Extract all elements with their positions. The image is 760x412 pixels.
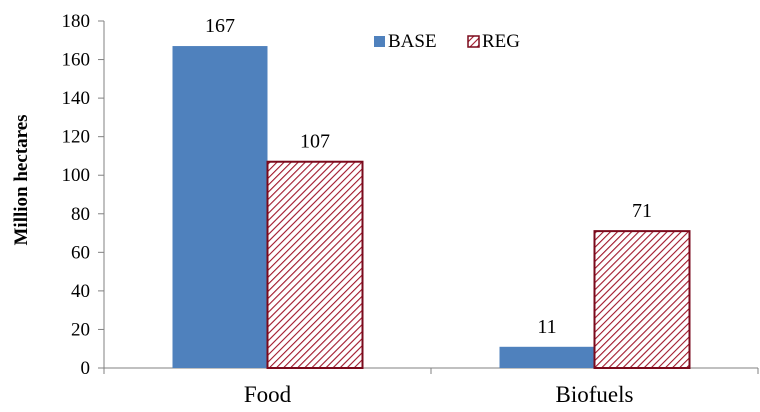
legend: BASE REG (374, 31, 520, 52)
data-label-reg-biofuels: 71 (632, 200, 652, 222)
y-tick-label: 80 (71, 204, 90, 225)
x-category-label-biofuels: Biofuels (556, 382, 634, 407)
data-label-reg-food: 107 (300, 131, 330, 153)
y-tick-label: 160 (62, 50, 91, 71)
bar-base-biofuels (499, 346, 595, 368)
labels: 167 107 Food 11 71 Biofuels (205, 15, 652, 407)
data-label-base-food: 167 (205, 15, 235, 37)
y-tick-label: 0 (81, 358, 91, 379)
y-tick-label: 40 (71, 281, 90, 302)
y-tick-label: 60 (71, 242, 90, 263)
bar-reg-biofuels (593, 230, 691, 369)
y-tick-label: 140 (62, 88, 91, 109)
x-category-label-food: Food (244, 382, 292, 407)
legend-swatch-base (374, 36, 385, 47)
y-tick-label: 20 (71, 319, 90, 340)
axes: 0 20 40 60 80 100 120 140 160 180 (62, 11, 759, 379)
legend-label-reg: REG (482, 31, 520, 52)
bars (172, 46, 691, 369)
y-axis-title: Million hectares (11, 114, 32, 245)
legend-swatch-reg (467, 35, 480, 48)
data-label-base-biofuels: 11 (537, 316, 556, 338)
bar-reg-food (266, 160, 364, 369)
y-tick-label: 120 (62, 127, 91, 148)
bar-base-food (172, 46, 268, 369)
y-tick-label: 180 (62, 11, 91, 32)
legend-label-base: BASE (388, 31, 437, 52)
y-tick-label: 100 (62, 165, 91, 186)
